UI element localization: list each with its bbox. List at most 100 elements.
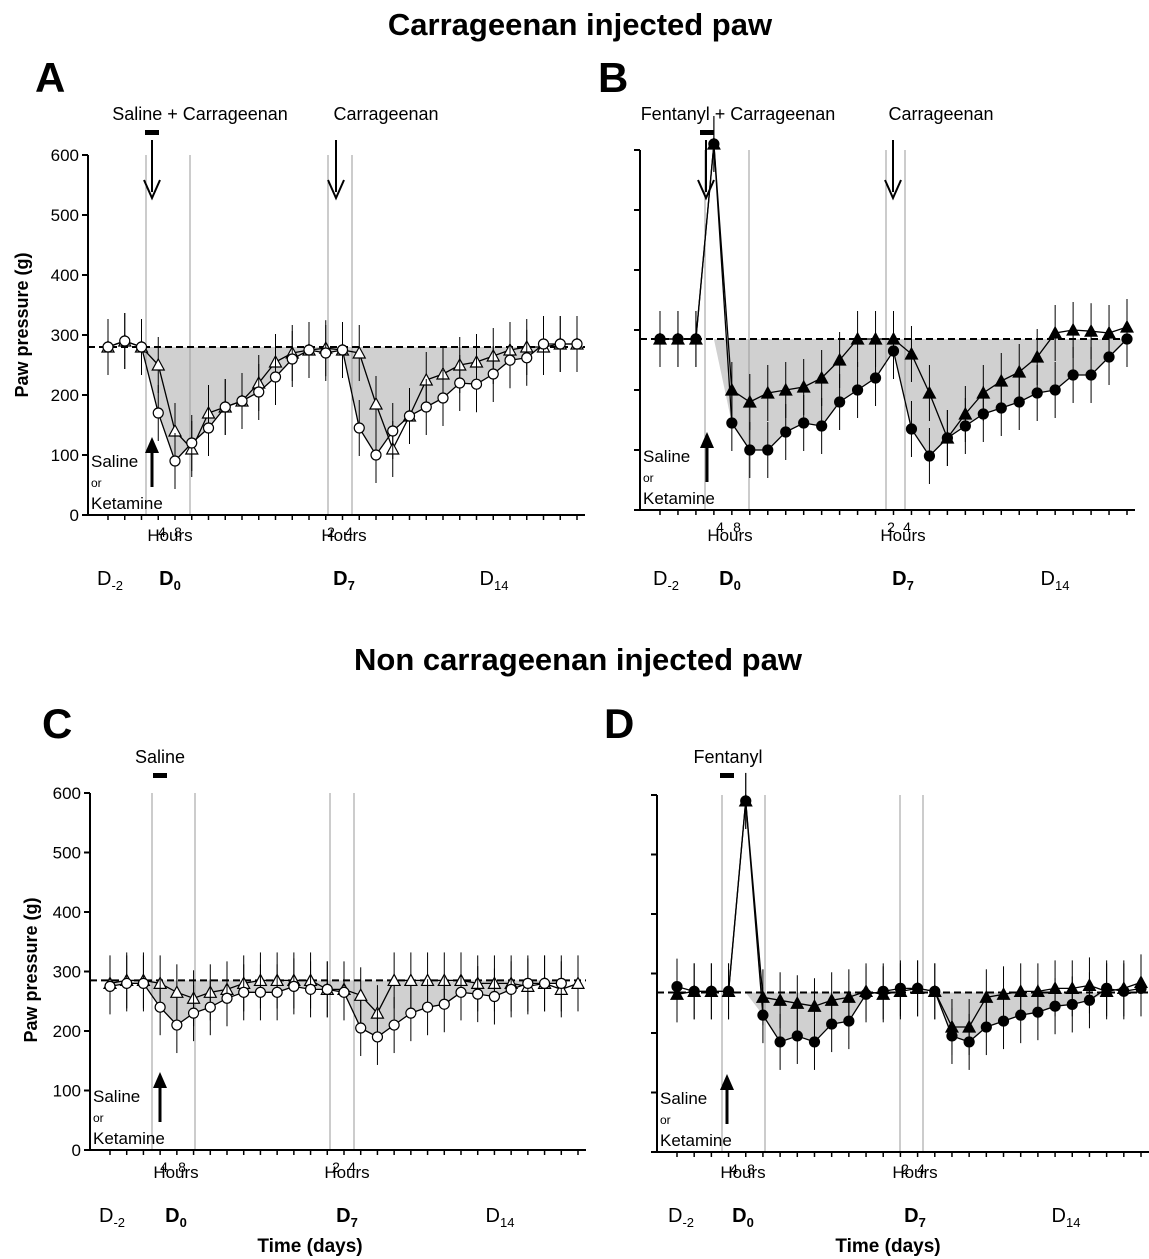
data-point-circle xyxy=(420,401,432,413)
data-point-circle xyxy=(1121,333,1133,345)
y-tick-label: 300 xyxy=(53,963,81,982)
data-point-circle xyxy=(843,1015,855,1027)
data-point-circle xyxy=(187,1007,200,1019)
data-point-triangle xyxy=(742,394,757,408)
hour-tick-2: 2 xyxy=(901,1161,909,1177)
data-point-circle xyxy=(887,345,900,357)
panel-letter-b: B xyxy=(598,54,628,101)
data-point-triangle xyxy=(773,993,788,1006)
hour-tick-4b: 4 xyxy=(348,1159,356,1175)
data-point-circle xyxy=(521,352,533,364)
panel-letter-d: D xyxy=(604,700,634,747)
data-point-circle xyxy=(152,407,164,419)
y-tick-label: 300 xyxy=(51,326,79,345)
day-label-d-2: D-2 xyxy=(97,568,123,593)
y-axis-title-top: Paw pressure (g) xyxy=(12,252,32,397)
data-point-circle xyxy=(995,402,1007,414)
data-point-triangle xyxy=(1084,323,1099,337)
data-point-circle xyxy=(405,1007,417,1019)
panel-c: 0 100 200 300 400 500 600 Saline Saline or Ketamin… xyxy=(53,747,586,1230)
data-point-circle xyxy=(171,1019,183,1031)
data-point-circle xyxy=(997,1015,1010,1027)
data-point-circle xyxy=(288,980,300,992)
data-point-circle xyxy=(816,420,828,432)
data-point-circle xyxy=(941,432,953,444)
series-line xyxy=(676,800,1142,1028)
data-point-circle xyxy=(538,977,551,990)
day-label-d-2: D-2 xyxy=(668,1205,694,1230)
data-point-circle xyxy=(254,986,267,998)
data-point-circle xyxy=(869,372,882,384)
day-label-d-2: D-2 xyxy=(653,568,679,593)
data-point-circle xyxy=(722,985,735,997)
data-point-triangle xyxy=(814,370,829,384)
data-point-circle xyxy=(929,985,941,997)
y-tick-label: 0 xyxy=(70,506,79,525)
data-point-circle xyxy=(672,333,684,345)
data-point-circle xyxy=(253,386,265,398)
data-point-circle xyxy=(438,998,450,1010)
day-label-d7: D7 xyxy=(336,1205,358,1230)
saline-label: Saline xyxy=(660,1089,707,1108)
data-point-circle xyxy=(338,986,350,998)
data-point-circle xyxy=(137,977,150,990)
data-point-triangle xyxy=(1030,349,1045,363)
data-point-circle xyxy=(959,420,971,432)
data-point-circle xyxy=(303,344,315,356)
data-point-circle xyxy=(421,1001,434,1013)
hour-tick-4: 4 xyxy=(160,1159,168,1175)
data-point-circle xyxy=(387,425,399,437)
data-point-circle xyxy=(798,417,810,429)
data-point-circle xyxy=(221,992,233,1004)
data-point-circle xyxy=(102,341,114,353)
data-point-circle xyxy=(154,1001,166,1013)
data-point-circle xyxy=(780,426,792,438)
data-point-circle xyxy=(505,983,517,995)
panel-a: 0 100 200 300 400 500 600 Saline + Carrageenan C… xyxy=(51,104,585,593)
data-point-circle xyxy=(1101,982,1113,994)
data-point-circle xyxy=(894,982,907,994)
data-point-circle xyxy=(1067,369,1079,381)
hours-label-d7: Hours xyxy=(892,1163,937,1182)
data-point-circle xyxy=(1015,1009,1027,1021)
data-point-circle xyxy=(708,138,720,150)
y-tick-label: 600 xyxy=(51,146,79,165)
day-label-d0: D0 xyxy=(165,1205,187,1230)
hour-tick-8: 8 xyxy=(733,519,741,535)
data-point-circle xyxy=(834,396,846,408)
section-bottom-title: Non carrageenan injected paw xyxy=(354,642,803,677)
hour-tick-8: 8 xyxy=(178,1159,186,1175)
data-point-circle xyxy=(1049,384,1061,396)
data-point-circle xyxy=(1103,351,1115,363)
hours-label-d7: Hours xyxy=(321,526,366,545)
data-point-triangle xyxy=(796,379,811,393)
panel-letter-a: A xyxy=(35,54,65,101)
hours-label-d7: Hours xyxy=(324,1163,369,1182)
data-point-circle xyxy=(371,1031,384,1043)
hours-label-d0: Hours xyxy=(153,1163,198,1182)
treatment-bar xyxy=(720,773,734,778)
data-point-circle xyxy=(860,988,872,1000)
data-point-circle xyxy=(923,450,936,462)
y-tick-label: 200 xyxy=(51,386,79,405)
hour-tick-4b: 4 xyxy=(917,1161,925,1177)
data-point-circle xyxy=(202,422,215,434)
injection-label: Saline + Carrageenan xyxy=(112,104,288,124)
data-point-circle xyxy=(437,392,449,404)
day-label-d7: D7 xyxy=(904,1205,926,1230)
x-axis-title-c: Time (days) xyxy=(257,1236,362,1257)
data-point-circle xyxy=(977,408,989,420)
arrowhead xyxy=(697,179,715,201)
data-point-triangle xyxy=(570,976,586,989)
data-point-triangle xyxy=(922,385,937,399)
ketamine-label: Ketamine xyxy=(91,494,163,513)
data-point-circle xyxy=(946,1030,958,1042)
data-point-triangle xyxy=(904,346,919,360)
treatment-bar xyxy=(700,130,714,135)
data-point-circle xyxy=(851,384,864,396)
data-point-circle xyxy=(554,338,566,350)
data-point-circle xyxy=(455,986,467,998)
data-point-triangle xyxy=(832,352,847,366)
